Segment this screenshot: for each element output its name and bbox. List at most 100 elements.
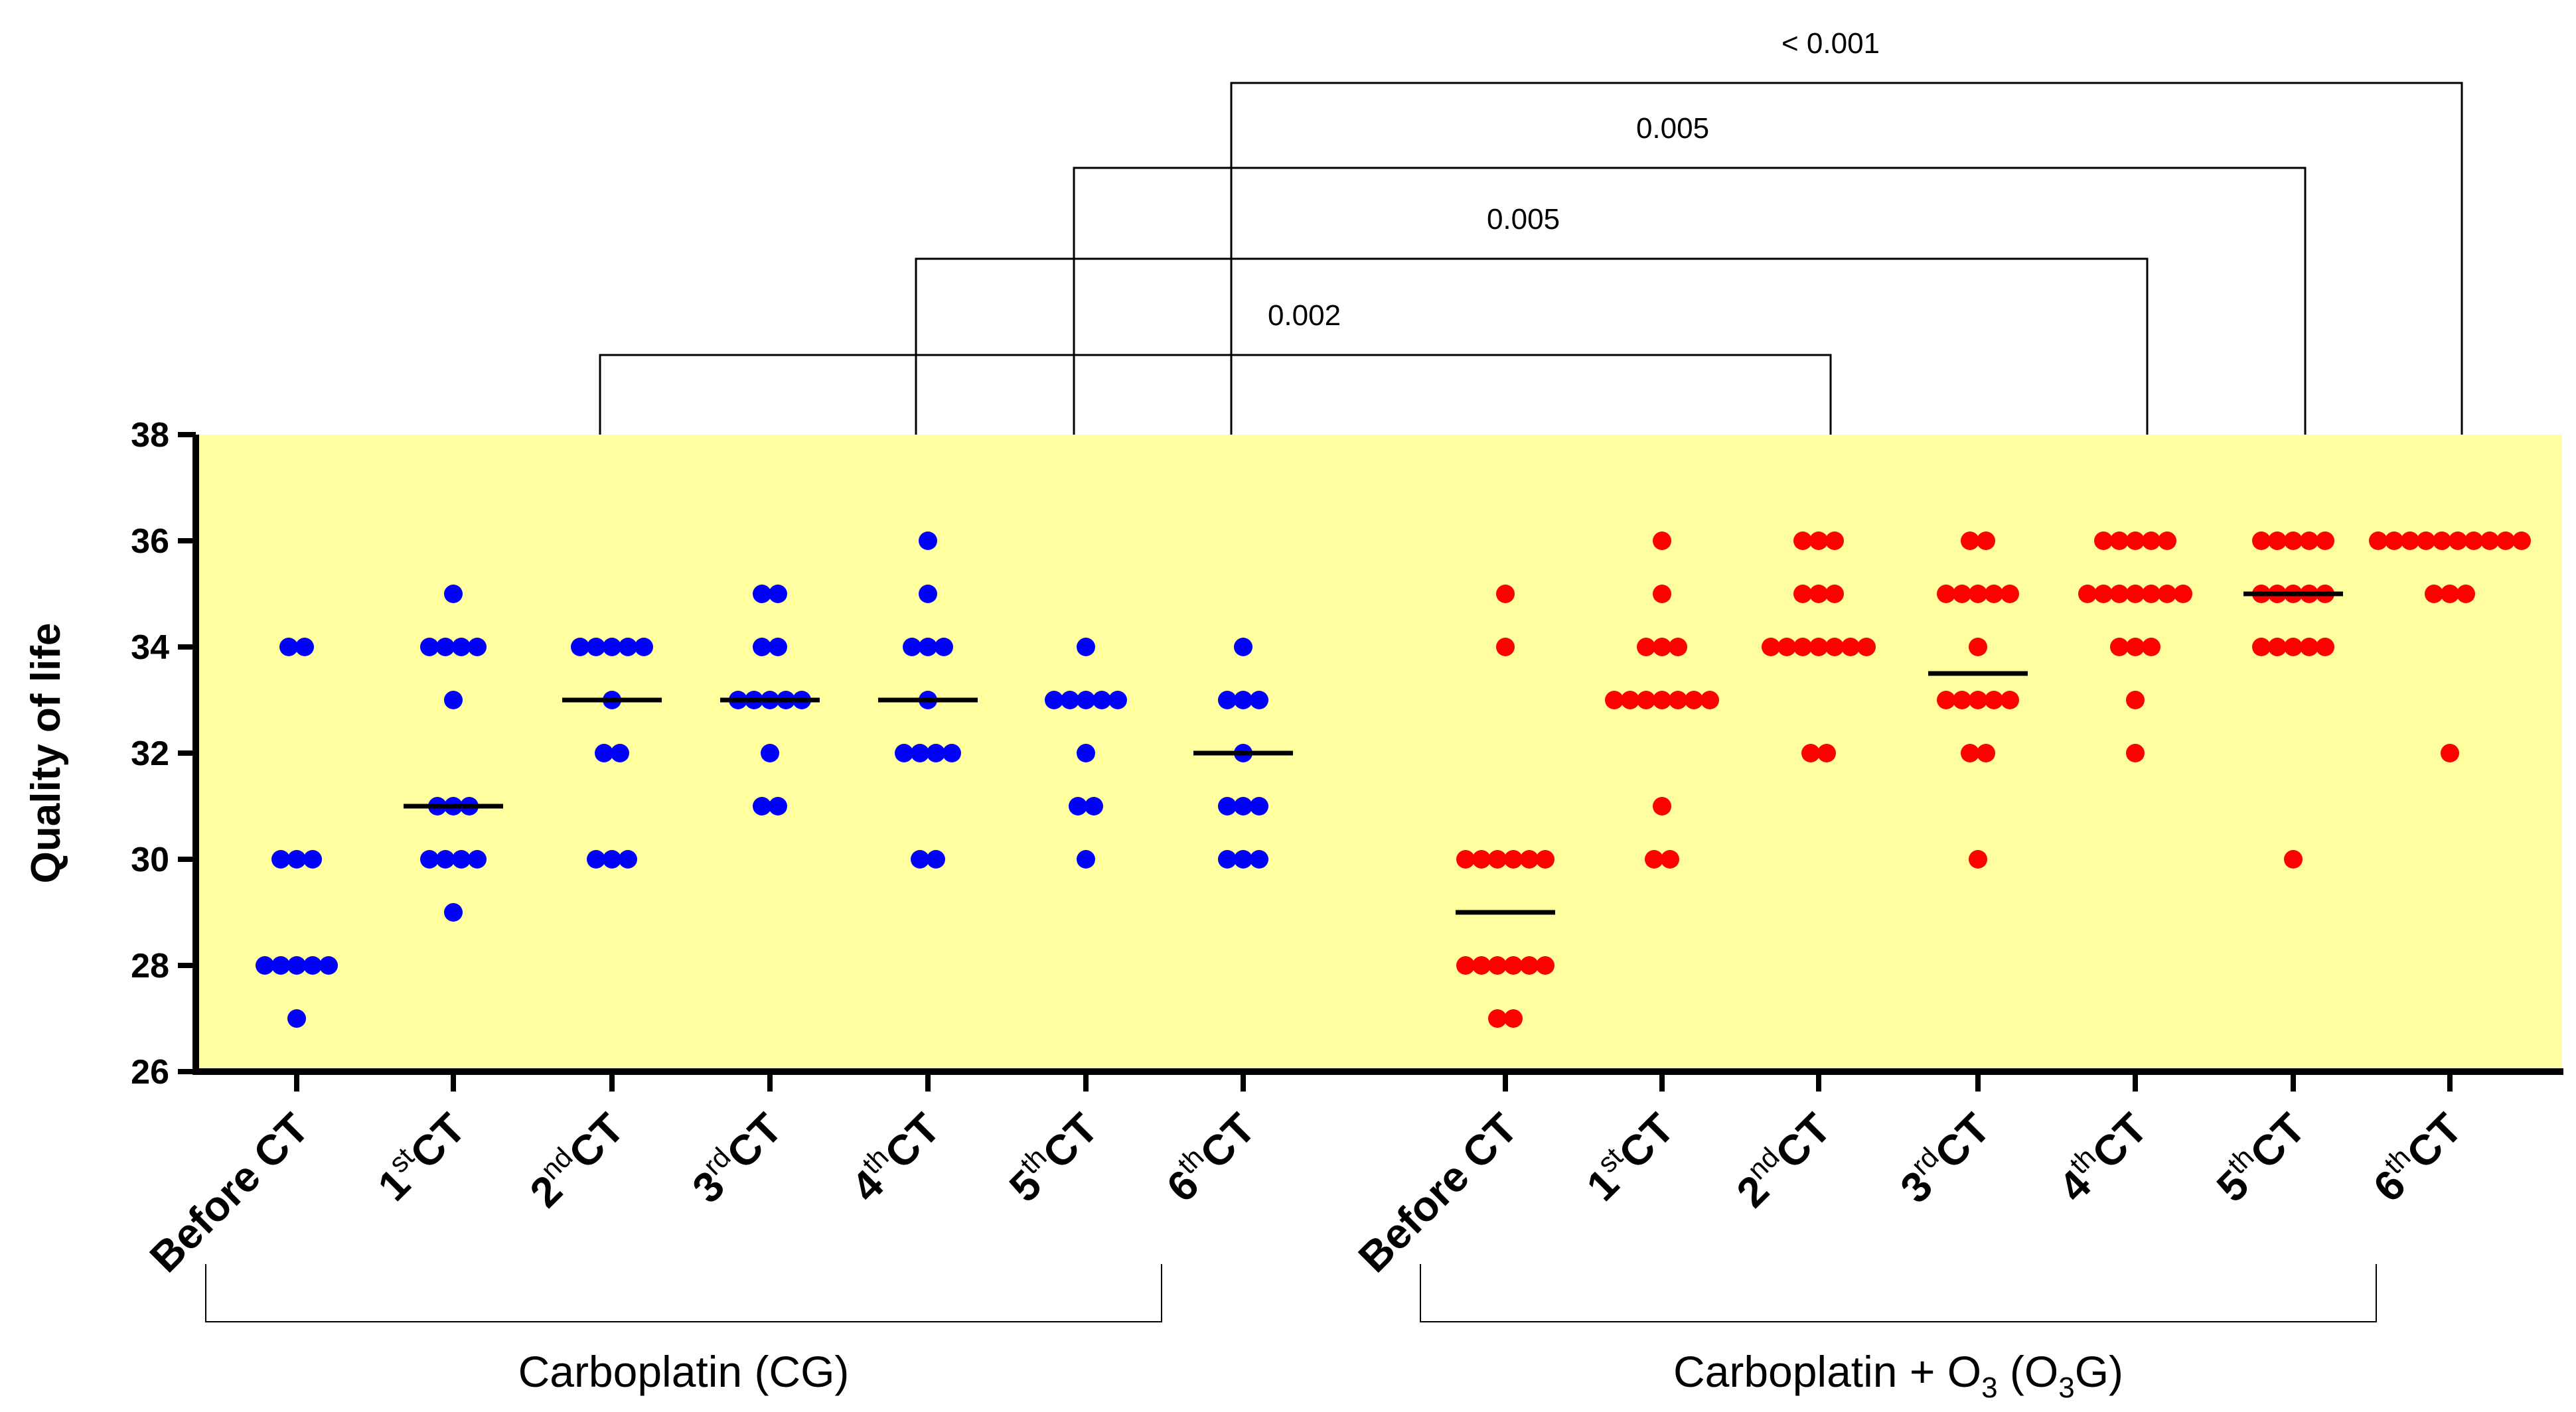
data-point	[2433, 531, 2451, 550]
group-brackets: Carboplatin (CG) Carboplatin + O3 (O3G)	[205, 1264, 2377, 1404]
data-point	[769, 638, 787, 656]
data-point	[1969, 585, 1987, 603]
data-point	[1637, 638, 1655, 656]
significance-brackets: 0.002 0.005 0.005 < 0.001	[599, 27, 2463, 435]
x-category-labels: Before CT 1stCT 2ndCT 3rdCT 4thCT 5thCT 6thCT B…	[141, 1072, 2471, 1281]
data-point	[1621, 691, 1639, 709]
data-point	[2385, 531, 2403, 550]
data-point	[911, 850, 929, 869]
data-point	[1250, 850, 1268, 869]
data-point	[1825, 585, 1844, 603]
data-point	[935, 638, 953, 656]
group-bracket	[205, 1264, 1162, 1322]
data-point	[761, 744, 779, 762]
data-point	[2480, 531, 2499, 550]
data-point	[2001, 691, 2019, 709]
data-point	[911, 744, 929, 762]
y-tick-label: 28	[131, 947, 169, 985]
data-point	[1817, 744, 1836, 762]
data-point	[2126, 744, 2145, 762]
data-point	[444, 903, 463, 922]
data-point	[1472, 850, 1491, 869]
data-point	[279, 638, 298, 656]
data-point	[1250, 691, 1268, 709]
data-point	[1077, 850, 1095, 869]
data-point	[2512, 531, 2531, 550]
data-point	[1953, 585, 1971, 603]
x-category-label: 6thCT	[2361, 1101, 2470, 1211]
y-tick-label: 34	[131, 628, 169, 667]
data-point	[1520, 956, 1539, 975]
data-point	[1669, 691, 1687, 709]
median-lines	[404, 591, 2343, 915]
data-point	[1520, 850, 1539, 869]
significance-bracket	[915, 257, 2149, 435]
data-point	[436, 850, 455, 869]
data-point	[1456, 956, 1475, 975]
data-point	[1472, 956, 1491, 975]
data-point	[287, 956, 306, 975]
data-point	[1985, 691, 2003, 709]
data-point	[1069, 797, 1087, 815]
x-category-label: 5thCT	[997, 1101, 1106, 1211]
data-point	[1969, 691, 1987, 709]
significance-bracket	[599, 354, 1832, 435]
data-point	[769, 797, 787, 815]
data-point	[1778, 638, 1796, 656]
data-point	[1496, 585, 1515, 603]
data-point	[468, 638, 487, 656]
data-point	[2126, 638, 2145, 656]
data-point	[919, 531, 937, 550]
data-point	[2449, 531, 2467, 550]
data-point	[1809, 585, 1828, 603]
data-point	[1645, 850, 1663, 869]
data-point	[895, 744, 913, 762]
y-tick-label: 30	[131, 841, 169, 879]
data-point	[1937, 691, 1955, 709]
data-point	[2252, 531, 2271, 550]
data-point	[2425, 585, 2443, 603]
data-point	[571, 638, 589, 656]
data-point	[587, 850, 605, 869]
data-point	[1825, 531, 1844, 550]
data-point	[303, 956, 322, 975]
data-point	[1637, 691, 1655, 709]
data-point	[1762, 638, 1780, 656]
data-point	[1488, 850, 1507, 869]
y-tick-label: 26	[131, 1053, 169, 1092]
data-point	[1969, 638, 1987, 656]
data-point	[2174, 585, 2192, 603]
data-point	[1953, 691, 1971, 709]
data-point	[1218, 797, 1237, 815]
x-category-label: 3rdCT	[680, 1101, 791, 1212]
data-point	[319, 956, 338, 975]
data-point	[2417, 531, 2435, 550]
data-points	[256, 531, 2531, 1028]
data-point	[271, 956, 290, 975]
data-point	[1488, 1009, 1507, 1028]
data-point	[2126, 585, 2145, 603]
data-point	[1809, 638, 1828, 656]
data-point	[1250, 797, 1268, 815]
data-point	[2126, 691, 2145, 709]
data-point	[420, 638, 439, 656]
data-point	[2496, 531, 2515, 550]
data-point	[2464, 531, 2483, 550]
data-point	[303, 850, 322, 869]
data-point	[1536, 850, 1554, 869]
data-point	[1085, 797, 1103, 815]
plot-background	[196, 435, 2562, 1072]
data-point	[2110, 585, 2129, 603]
data-point	[1977, 744, 1995, 762]
data-point	[1488, 956, 1507, 975]
x-category-label: Before CT	[141, 1104, 318, 1281]
data-point	[2252, 638, 2271, 656]
data-point	[1077, 691, 1095, 709]
data-point	[2284, 531, 2303, 550]
data-point	[2094, 531, 2113, 550]
data-point	[1661, 850, 1679, 869]
data-point	[1234, 638, 1252, 656]
data-point	[2284, 850, 2303, 869]
data-point	[2094, 585, 2113, 603]
x-category-label: 6thCT	[1154, 1101, 1264, 1211]
